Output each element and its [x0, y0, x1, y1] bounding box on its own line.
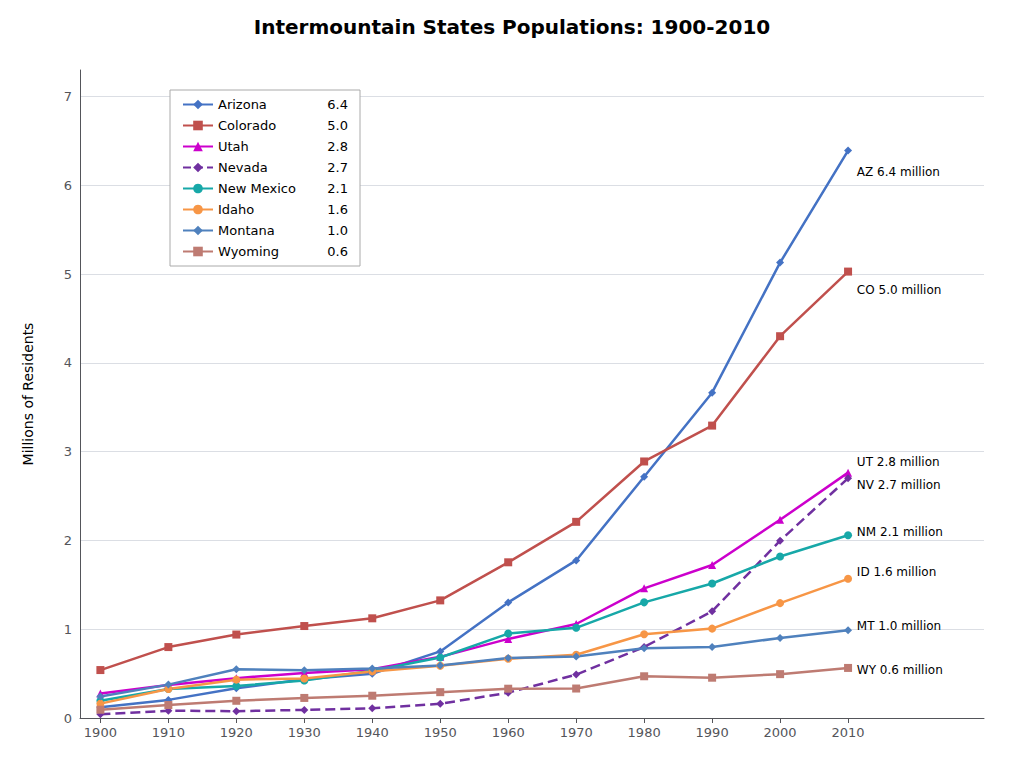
svg-text:5: 5	[64, 267, 72, 282]
svg-text:2.7: 2.7	[327, 160, 348, 175]
svg-text:1970: 1970	[560, 725, 593, 740]
svg-text:Arizona: Arizona	[218, 97, 267, 112]
svg-text:1910: 1910	[152, 725, 185, 740]
svg-text:4: 4	[64, 355, 72, 370]
svg-text:NV 2.7 million: NV 2.7 million	[857, 478, 941, 492]
svg-text:1980: 1980	[628, 725, 661, 740]
svg-text:2.1: 2.1	[327, 181, 348, 196]
svg-text:0: 0	[64, 711, 72, 726]
svg-text:New Mexico: New Mexico	[218, 181, 296, 196]
svg-text:CO 5.0 million: CO 5.0 million	[857, 283, 942, 297]
svg-text:1: 1	[64, 622, 72, 637]
svg-text:Wyoming: Wyoming	[218, 244, 279, 259]
svg-text:Nevada: Nevada	[218, 160, 268, 175]
svg-text:1900: 1900	[84, 725, 117, 740]
svg-text:MT 1.0 million: MT 1.0 million	[857, 619, 941, 633]
svg-text:Montana: Montana	[218, 223, 275, 238]
svg-text:NM 2.1 million: NM 2.1 million	[857, 525, 943, 539]
svg-text:Millions of Residents: Millions of Residents	[20, 323, 36, 466]
svg-text:1920: 1920	[220, 725, 253, 740]
svg-text:WY 0.6 million: WY 0.6 million	[857, 663, 943, 677]
svg-text:1.6: 1.6	[327, 202, 348, 217]
svg-text:2010: 2010	[832, 725, 865, 740]
svg-text:1960: 1960	[492, 725, 525, 740]
svg-text:1940: 1940	[356, 725, 389, 740]
svg-text:1930: 1930	[288, 725, 321, 740]
svg-text:3: 3	[64, 444, 72, 459]
svg-text:0.6: 0.6	[327, 244, 348, 259]
svg-text:ID 1.6 million: ID 1.6 million	[857, 565, 936, 579]
svg-text:1990: 1990	[696, 725, 729, 740]
svg-text:6: 6	[64, 178, 72, 193]
svg-text:Colorado: Colorado	[218, 118, 276, 133]
svg-text:UT 2.8 million: UT 2.8 million	[857, 455, 940, 469]
svg-text:7: 7	[64, 89, 72, 104]
svg-text:Intermountain States Populatio: Intermountain States Populations: 1900-2…	[254, 15, 770, 39]
svg-text:AZ 6.4 million: AZ 6.4 million	[857, 165, 940, 179]
svg-text:5.0: 5.0	[327, 118, 348, 133]
svg-text:2.8: 2.8	[327, 139, 348, 154]
svg-text:2000: 2000	[764, 725, 797, 740]
svg-text:Utah: Utah	[218, 139, 249, 154]
svg-text:1.0: 1.0	[327, 223, 348, 238]
svg-text:1950: 1950	[424, 725, 457, 740]
svg-text:6.4: 6.4	[327, 97, 348, 112]
svg-text:2: 2	[64, 533, 72, 548]
svg-text:Idaho: Idaho	[218, 202, 254, 217]
